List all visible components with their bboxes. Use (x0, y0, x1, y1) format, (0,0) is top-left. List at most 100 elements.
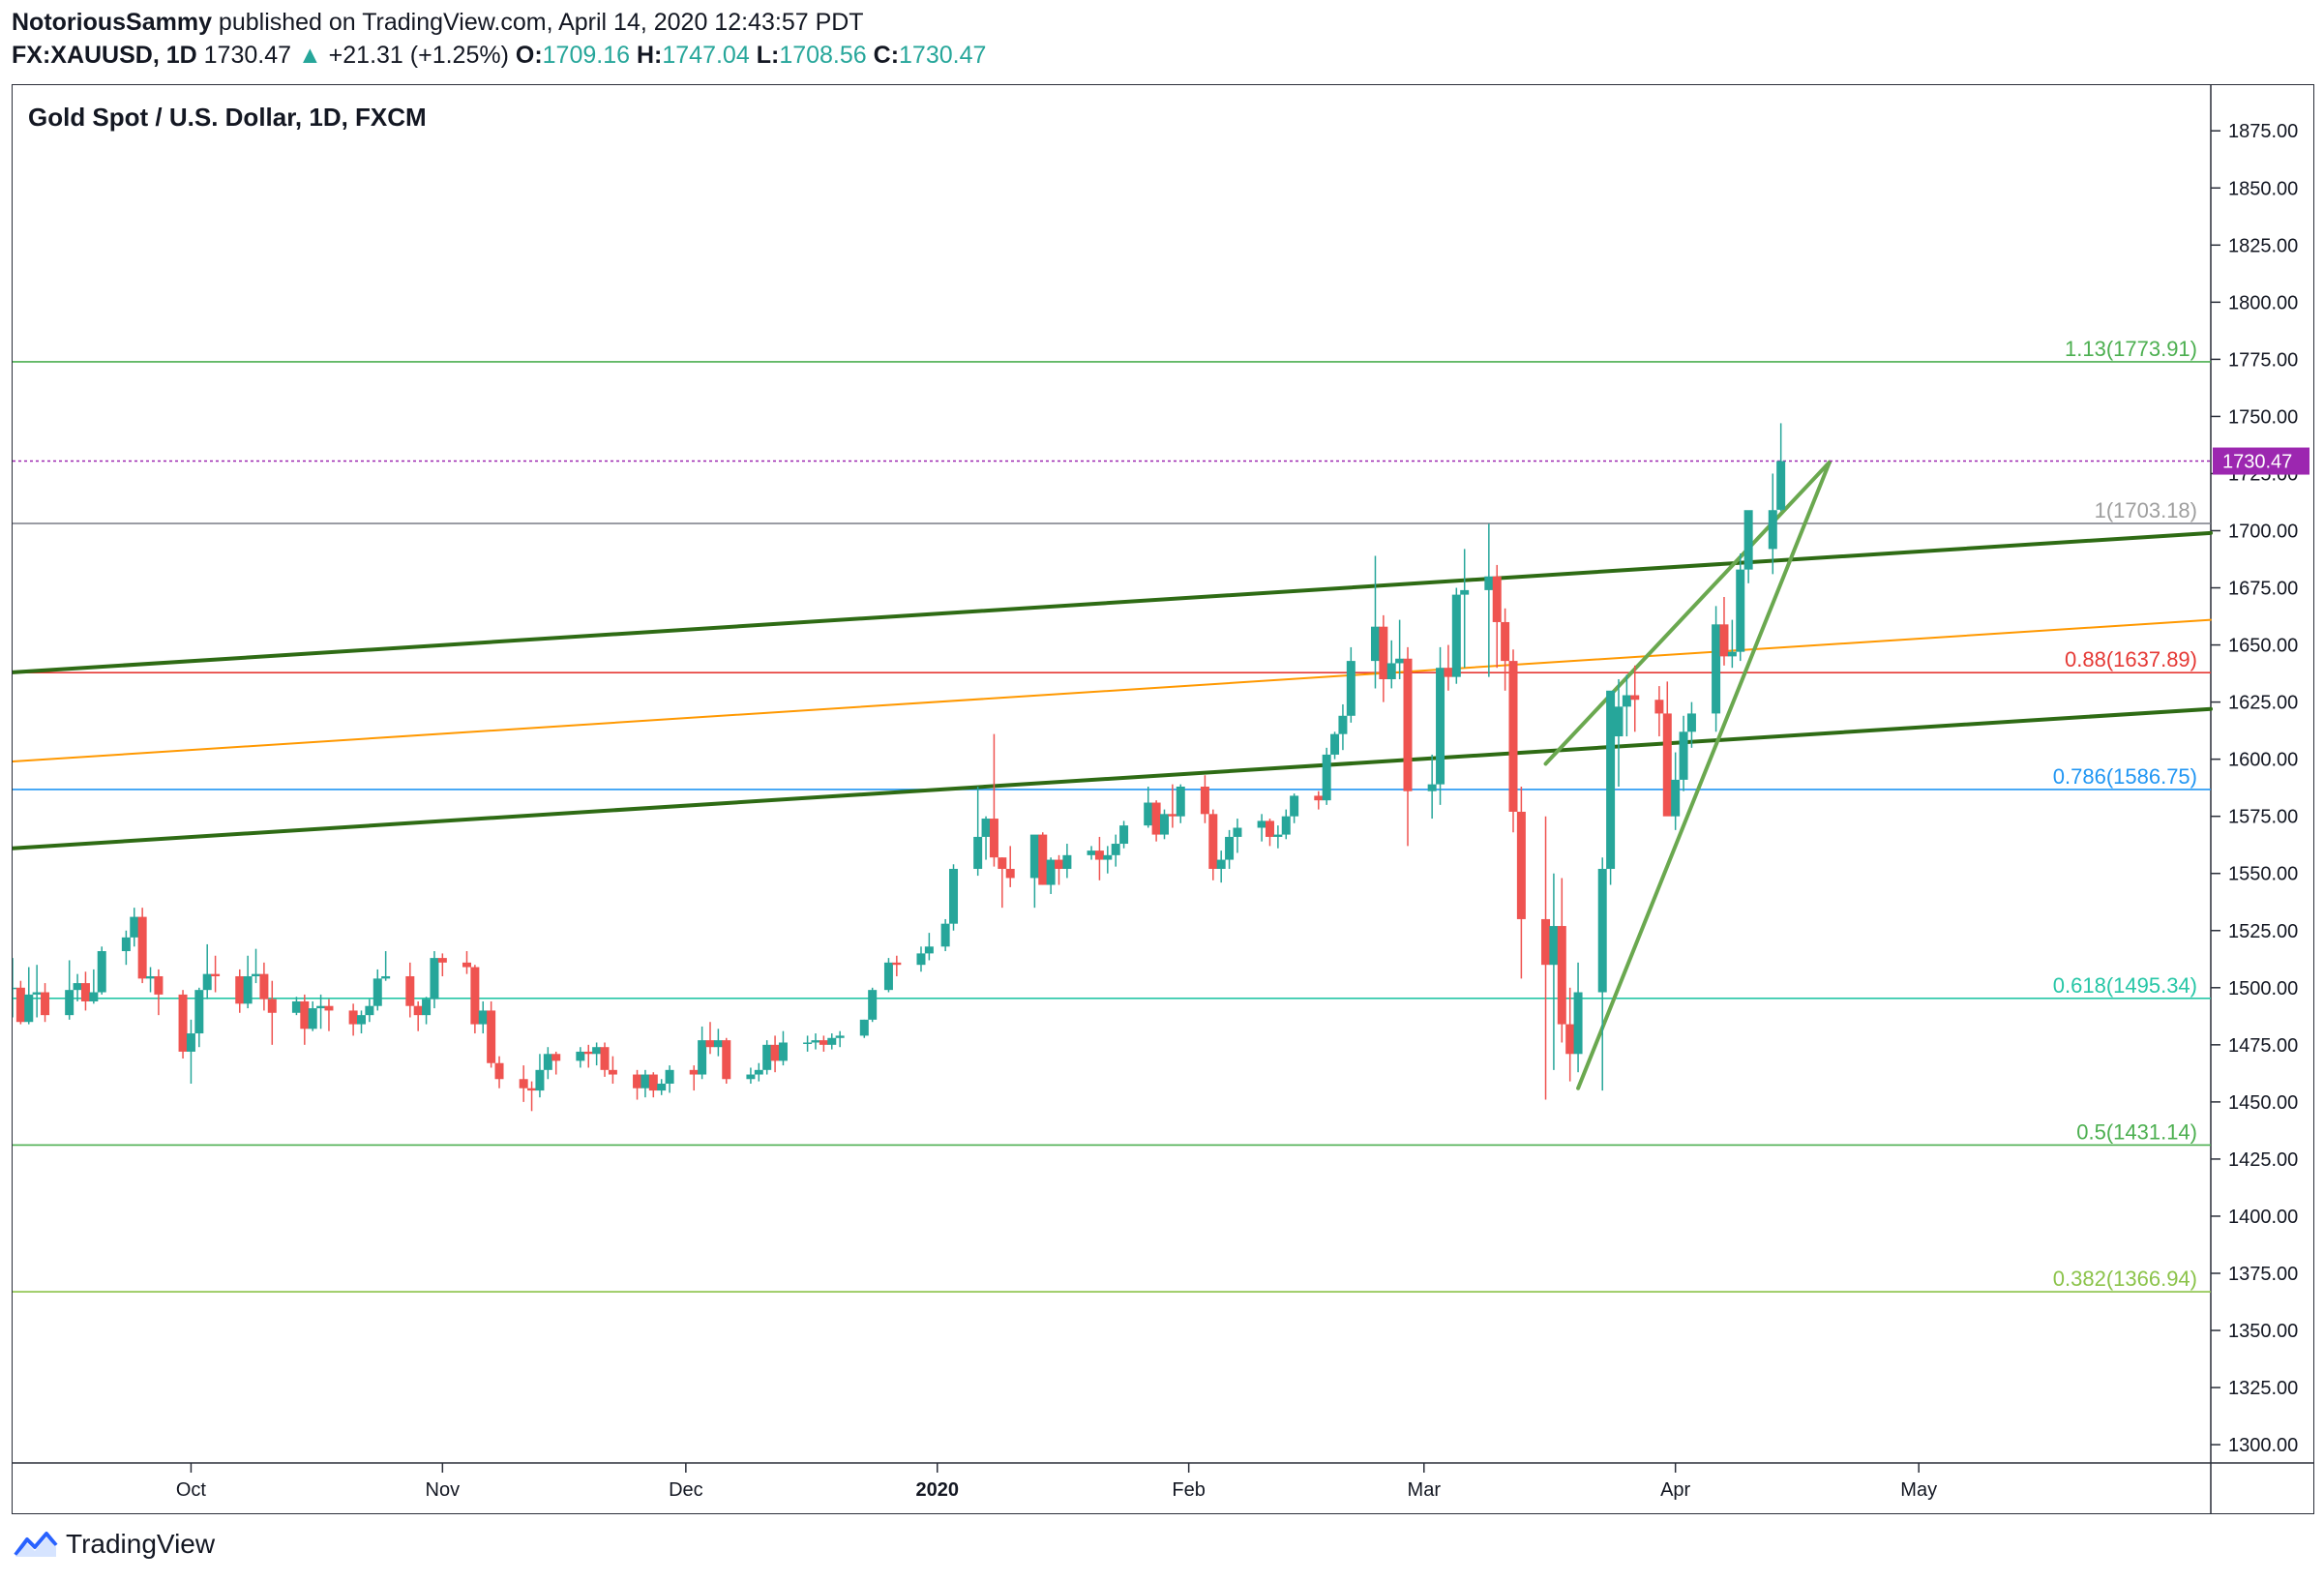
candle-body (1314, 795, 1324, 801)
candle-body (722, 1040, 731, 1080)
y-tick-label: 1425.00 (2228, 1149, 2298, 1171)
candle-body (32, 992, 42, 995)
candle-body (1736, 569, 1745, 652)
change-arrow-icon: ▲ (297, 42, 322, 69)
candle-body (1492, 576, 1502, 622)
candle-body (80, 983, 90, 1001)
candle-body (1679, 731, 1688, 780)
candle-body (1541, 918, 1551, 966)
candle-body (437, 958, 447, 963)
candle-body (1671, 779, 1681, 817)
y-tick-label: 1775.00 (2228, 349, 2298, 371)
candle-body (1330, 733, 1340, 755)
candle-body (15, 987, 25, 1023)
y-tick-label: 1500.00 (2228, 978, 2298, 999)
candle-body (1516, 811, 1526, 919)
last-price-tag-label: 1730.47 (2222, 452, 2292, 473)
candle-body (778, 1042, 788, 1061)
candle-body (97, 951, 106, 993)
candle-body (1727, 651, 1737, 657)
candle-body (689, 1069, 699, 1075)
candle-body (89, 992, 99, 1001)
high-value: 1747.04 (662, 42, 750, 69)
price-chart[interactable]: Gold Spot / U.S. Dollar, 1D, FXCM 1300.00… (13, 85, 2313, 1513)
candle-body (924, 946, 934, 954)
y-tick-label: 1450.00 (2228, 1092, 2298, 1114)
fib-level-label: 1.13(1773.91) (2065, 337, 2197, 361)
candle-body (430, 958, 439, 999)
chart-pane[interactable]: Gold Spot / U.S. Dollar, 1D, FXCM 1300.00… (12, 84, 2314, 1514)
y-tick-label: 1700.00 (2228, 521, 2298, 542)
candle-body (300, 1000, 310, 1029)
candle-body (1386, 663, 1396, 679)
y-tick-label: 1300.00 (2228, 1435, 2298, 1456)
candle-body (527, 1088, 537, 1091)
candle-body (835, 1035, 845, 1038)
y-tick-label: 1350.00 (2228, 1321, 2298, 1342)
candle-body (478, 1010, 488, 1025)
y-tick-label: 1400.00 (2228, 1207, 2298, 1228)
candle-body (154, 975, 164, 995)
candle-body (916, 953, 926, 966)
candle-body (1614, 706, 1624, 737)
candle-body (1225, 836, 1235, 860)
y-tick-label: 1675.00 (2228, 579, 2298, 600)
y-tick-label: 1525.00 (2228, 921, 2298, 942)
candle-body (576, 1051, 585, 1061)
candle-body (243, 975, 253, 1004)
candle-body (1776, 461, 1786, 510)
candle-body (1403, 658, 1413, 791)
candle-body (487, 1010, 496, 1063)
candle-body (1597, 869, 1607, 993)
candle-body (121, 937, 131, 952)
candle-body (194, 990, 204, 1034)
candle-body (1094, 850, 1104, 860)
y-tick-label: 1875.00 (2228, 121, 2298, 142)
candle-body (1654, 700, 1664, 714)
candle-body (940, 923, 950, 947)
candle-body (648, 1074, 658, 1091)
tradingview-logo-icon[interactable] (14, 1530, 58, 1559)
symbol-label[interactable]: FX:XAUUSD, 1D (12, 42, 197, 69)
candle-body (608, 1069, 617, 1075)
tradingview-brand[interactable]: TradingView (66, 1529, 216, 1559)
candle-body (1712, 624, 1721, 714)
low-value: 1708.56 (779, 42, 867, 69)
candle-body (665, 1069, 674, 1084)
candle-body (981, 819, 991, 837)
candle-body (819, 1040, 828, 1045)
candle-body (698, 1040, 707, 1075)
y-tick-label: 1800.00 (2228, 292, 2298, 313)
trend-line-channel-upper (13, 530, 2213, 674)
candle-body (1427, 784, 1437, 791)
candle-body (713, 1040, 723, 1048)
candle-body (1200, 786, 1209, 815)
candle-body (1444, 668, 1453, 677)
candle-body (1508, 661, 1518, 812)
candle-body (1549, 926, 1559, 966)
candle-body (1005, 869, 1015, 879)
x-tick-label: Nov (426, 1479, 461, 1501)
candle-body (1038, 834, 1048, 885)
candle-body (1144, 802, 1153, 826)
candle-body (137, 916, 147, 979)
candle-body (989, 819, 998, 858)
y-tick-label: 1325.00 (2228, 1378, 2298, 1399)
candle-body (1176, 786, 1185, 817)
candle-body (600, 1047, 610, 1070)
candle-body (1322, 754, 1331, 801)
candle-body (357, 1015, 367, 1025)
candle-body (324, 1005, 334, 1011)
candle-body (186, 1033, 195, 1052)
x-tick-label: Oct (176, 1479, 207, 1501)
candle-body (422, 999, 432, 1016)
candle-body (1159, 814, 1169, 835)
candle-body (1460, 589, 1470, 595)
candle-body (1501, 621, 1510, 662)
author-name[interactable]: NotoriousSammy (12, 9, 212, 36)
candle-body (372, 978, 382, 1006)
chart-header: NotoriousSammy published on TradingView.… (12, 6, 986, 72)
x-tick-label: Mar (1408, 1479, 1442, 1501)
trend-line-orange-trend (13, 618, 2212, 763)
last-price-tag (2213, 447, 2309, 475)
